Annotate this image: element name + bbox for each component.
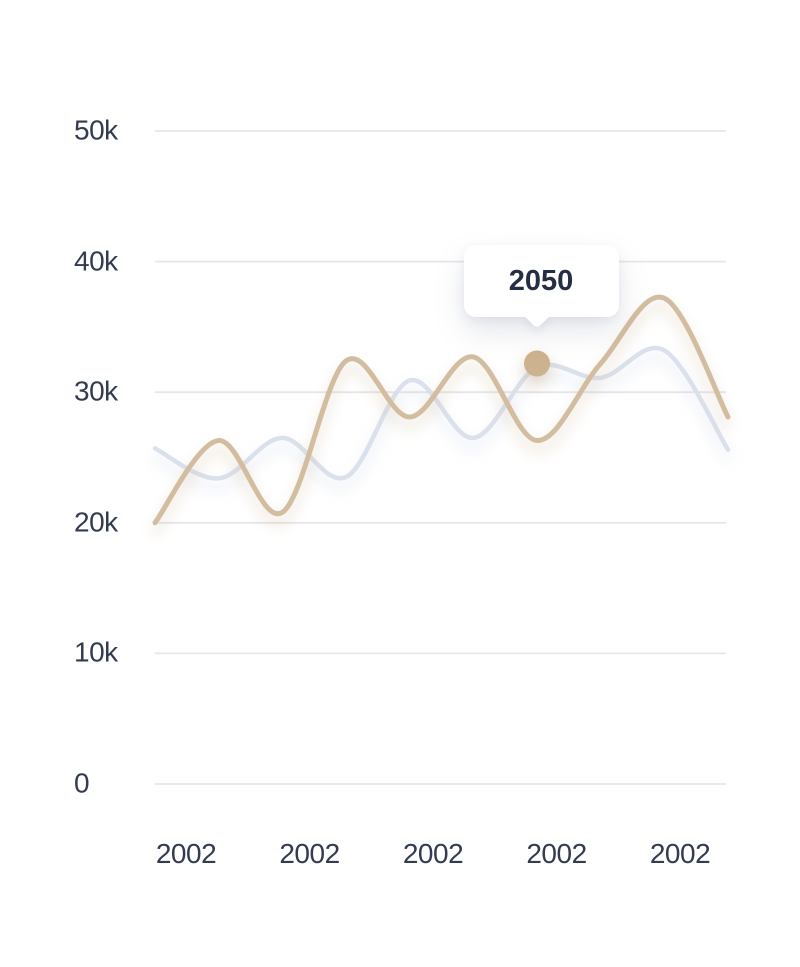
y-axis-tick-label: 40k [74, 244, 118, 276]
hover-marker-dot[interactable] [524, 350, 550, 377]
y-axis-tick-label: 50k [74, 114, 118, 146]
x-axis-tick-label: 2002 [402, 838, 464, 869]
x-axis-tick-label: 2002 [526, 838, 587, 869]
x-axis-tick-label: 2002 [279, 838, 340, 869]
line-series-gray[interactable] [152, 345, 731, 481]
tooltip-label: 2050 [508, 264, 574, 297]
y-axis-tick-label: 10k [74, 636, 118, 668]
x-axis-tick-label: 2002 [155, 838, 217, 869]
line-series-beige[interactable] [152, 294, 731, 526]
tooltip: 2050 [463, 245, 619, 329]
x-axis-tick-label: 2002 [649, 838, 711, 869]
y-axis-tick-label: 20k [74, 506, 118, 538]
y-axis-tick-label: 0 [74, 767, 90, 799]
y-axis-tick-label: 30k [74, 375, 118, 407]
